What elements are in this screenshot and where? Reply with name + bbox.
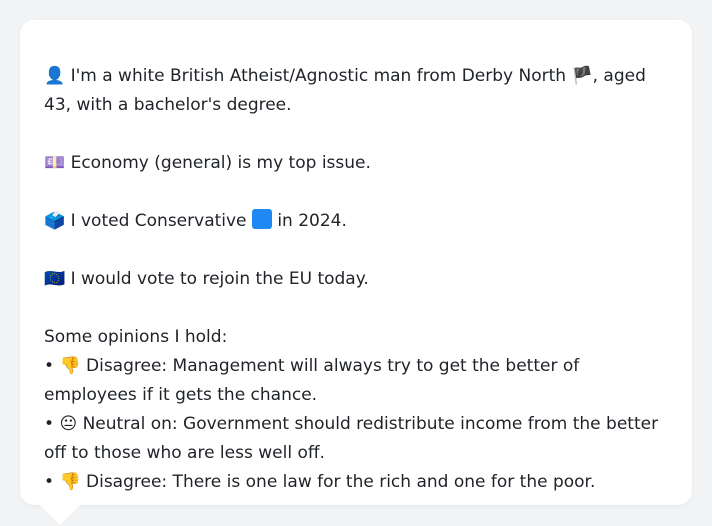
opinion-text: Disagree: Management will always try to … bbox=[44, 356, 580, 405]
bullet: • bbox=[44, 414, 55, 434]
england-flag-icon: 🏴 bbox=[571, 66, 593, 86]
intro-line: 👤 I'm a white British Atheist/Agnostic m… bbox=[44, 62, 668, 120]
spacer bbox=[44, 120, 668, 149]
message-bubble: 👤 I'm a white British Atheist/Agnostic m… bbox=[20, 20, 692, 505]
person-icon: 👤 bbox=[44, 66, 66, 86]
spacer bbox=[44, 178, 668, 207]
vote-line: 🗳️ I voted Conservative in 2024. bbox=[44, 207, 668, 236]
spacer bbox=[44, 294, 668, 323]
eu-flag-icon: 🇪🇺 bbox=[44, 269, 66, 289]
opinion-text: Disagree: There is one law for the rich … bbox=[86, 472, 596, 492]
economy-text: Economy (general) is my top issue. bbox=[70, 153, 371, 173]
bubble-tail bbox=[40, 505, 80, 525]
economy-line: 💷 Economy (general) is my top issue. bbox=[44, 149, 668, 178]
intro-tail: , aged 43, with a bachelor's degree. bbox=[44, 66, 646, 115]
eu-text: I would vote to rejoin the EU today. bbox=[70, 269, 369, 289]
ballot-box-icon: 🗳️ bbox=[44, 211, 66, 231]
vote-text-start: I voted Conservative bbox=[70, 211, 247, 231]
thumbs-down-icon: 👎 bbox=[59, 356, 81, 376]
party-color-square-icon bbox=[251, 209, 272, 229]
bullet: • bbox=[44, 356, 55, 376]
spacer bbox=[44, 236, 668, 265]
opinion-item: • 😐 Neutral on: Government should redist… bbox=[44, 410, 668, 468]
opinion-item: • 👎 Disagree: There is one law for the r… bbox=[44, 468, 668, 497]
opinion-text: Neutral on: Government should redistribu… bbox=[44, 414, 659, 463]
opinion-item: • 👎 Disagree: Management will always try… bbox=[44, 352, 668, 410]
opinions-heading: Some opinions I hold: bbox=[44, 327, 228, 347]
bullet: • bbox=[44, 472, 55, 492]
eu-line: 🇪🇺 I would vote to rejoin the EU today. bbox=[44, 265, 668, 294]
vote-text-end: in 2024. bbox=[277, 211, 347, 231]
thumbs-down-icon: 👎 bbox=[59, 472, 81, 492]
banknote-icon: 💷 bbox=[44, 153, 66, 173]
intro-text: I'm a white British Atheist/Agnostic man… bbox=[70, 66, 567, 86]
neutral-face-icon: 😐 bbox=[59, 414, 78, 434]
